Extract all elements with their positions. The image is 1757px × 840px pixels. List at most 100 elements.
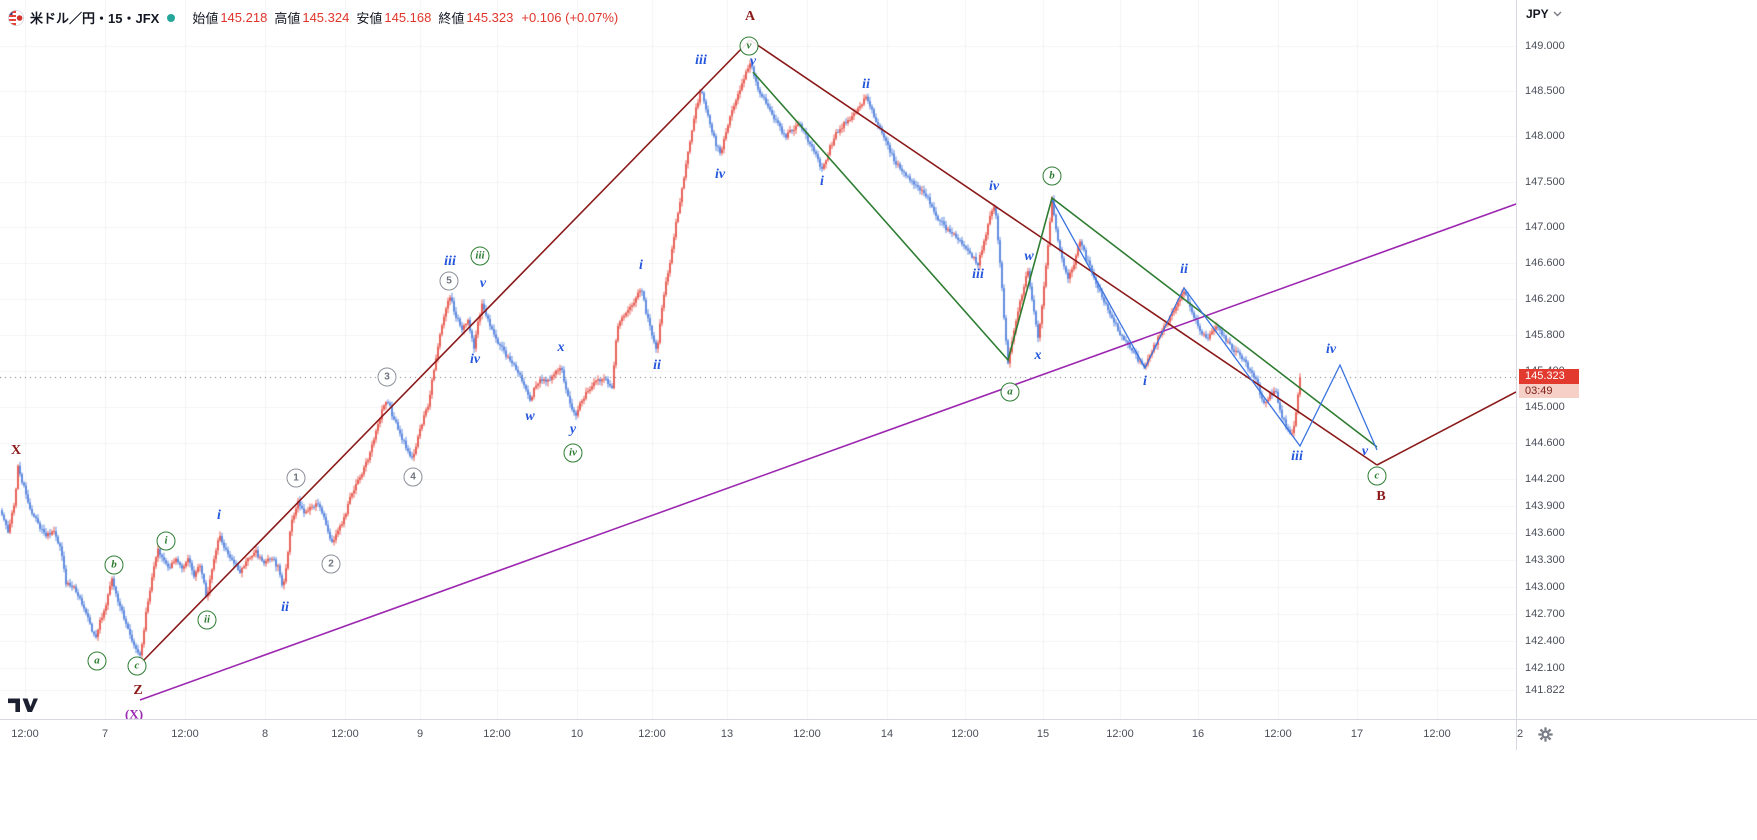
wave-label-blue[interactable]: i — [1143, 374, 1147, 389]
wave-label-gray-circle[interactable]: 4 — [403, 467, 423, 487]
high-label: 高値 — [274, 11, 301, 26]
time-tick-label: 12:00 — [951, 728, 979, 740]
price-tick-label: 142.700 — [1525, 608, 1565, 620]
wave-label-blue[interactable]: iv — [469, 352, 481, 367]
time-tick-label: 12:00 — [1423, 728, 1451, 740]
wave-label-green-circle[interactable]: i — [156, 531, 176, 551]
wave-label-green-circle[interactable]: b — [1042, 166, 1062, 186]
currency-label: JPY — [1526, 7, 1549, 21]
time-tick-label: 12:00 — [331, 728, 359, 740]
wave-label-blue[interactable]: iv — [1325, 342, 1337, 357]
wave-label-blue[interactable]: i — [217, 508, 221, 523]
wave-label-blue[interactable]: ii — [653, 358, 661, 373]
time-tick-label: 14 — [880, 728, 894, 740]
wave-label-blue[interactable]: iv — [714, 167, 726, 182]
time-tick-label: 15 — [1036, 728, 1050, 740]
wave-label-blue[interactable]: i — [639, 258, 643, 273]
price-tick-label: 147.000 — [1525, 221, 1565, 233]
wave-label-red[interactable]: X — [10, 443, 22, 458]
open-value: 145.218 — [220, 10, 268, 25]
symbol-title[interactable]: 米ドル／円・15・JFX — [30, 11, 160, 26]
symbol-logo-icon — [8, 9, 24, 26]
time-axis-settings-gear-icon[interactable] — [1538, 727, 1553, 747]
wave-label-blue[interactable]: y — [569, 422, 577, 437]
wave-label-blue[interactable]: ii — [1180, 262, 1188, 277]
time-tick-label: 12:00 — [483, 728, 511, 740]
low-label: 安値 — [356, 11, 383, 26]
last-price-value: 145.323 — [1525, 370, 1565, 382]
wave-label-blue[interactable]: v — [1361, 444, 1369, 459]
time-axis[interactable]: 12:00 7 12:00 8 12:00 9 12:00 10 12:00 13 12:00 14 1… — [0, 719, 1757, 750]
wave-label-blue[interactable]: v — [749, 54, 757, 69]
price-tick-label: 145.800 — [1525, 329, 1565, 341]
bar-countdown-value: 03:49 — [1525, 385, 1553, 397]
time-tick-label: 10 — [570, 728, 584, 740]
chart-pane[interactable]: X Z A B (X) a b c i ii iii iv v a b c 1 2 3 4 5 i ii iii iv v w x y i… — [0, 0, 1516, 719]
wave-label-gray-circle[interactable]: 1 — [286, 468, 306, 488]
chart-legend: 米ドル／円・15・JFX 始値 145.218 高値 145.324 安値 14… — [8, 8, 618, 27]
axis-divider — [1516, 720, 1517, 750]
price-tick-label: 143.300 — [1525, 554, 1565, 566]
time-tick-label: 17 — [1350, 728, 1364, 740]
time-tick-label: 2 — [1516, 728, 1524, 740]
price-tick-label: 147.500 — [1525, 176, 1565, 188]
wave-label-blue[interactable]: i — [820, 174, 824, 189]
wave-label-gray-circle[interactable]: 5 — [439, 271, 459, 291]
tradingview-logo[interactable] — [8, 697, 38, 719]
wave-label-green-circle[interactable]: c — [127, 656, 147, 676]
wave-label-blue[interactable]: v — [479, 276, 487, 291]
wave-label-blue[interactable]: iii — [695, 53, 707, 68]
price-tick-label: 143.900 — [1525, 500, 1565, 512]
wave-label-blue[interactable]: w — [525, 409, 535, 424]
wave-label-blue[interactable]: x — [557, 340, 565, 355]
wave-label-gray-circle[interactable]: 3 — [377, 367, 397, 387]
wave-label-red[interactable]: A — [744, 9, 756, 24]
price-tick-label: 148.000 — [1525, 130, 1565, 142]
wave-label-green-circle[interactable]: iv — [563, 443, 583, 463]
wave-label-green-circle[interactable]: b — [104, 555, 124, 575]
wave-label-green-circle[interactable]: a — [87, 651, 107, 671]
wave-label-red[interactable]: Z — [133, 683, 143, 698]
chevron-down-icon — [1553, 11, 1562, 17]
wave-label-purple[interactable]: (X) — [124, 706, 144, 720]
wave-label-green-circle[interactable]: v — [739, 36, 759, 56]
wave-label-green-circle[interactable]: c — [1367, 466, 1387, 486]
wave-label-green-circle[interactable]: ii — [197, 610, 217, 630]
price-tick-label: 145.000 — [1525, 401, 1565, 413]
time-tick-label: 12:00 — [793, 728, 821, 740]
high-value: 145.324 — [302, 10, 350, 25]
price-tick-label: 144.200 — [1525, 473, 1565, 485]
wave-label-green-circle[interactable]: iii — [470, 246, 490, 266]
wave-label-red[interactable]: B — [1376, 489, 1386, 504]
bar-countdown-badge: 03:49 — [1519, 384, 1579, 398]
wave-label-blue[interactable]: ii — [862, 77, 870, 92]
time-tick-label: 12:00 — [171, 728, 199, 740]
wave-label-blue[interactable]: iii — [444, 254, 456, 269]
wave-label-green-circle[interactable]: a — [1000, 382, 1020, 402]
price-tick-label: 142.400 — [1525, 635, 1565, 647]
wave-label-blue[interactable]: iii — [1291, 449, 1303, 464]
price-tick-label: 146.600 — [1525, 257, 1565, 269]
price-tick-label: 149.000 — [1525, 40, 1565, 52]
price-axis-currency-button[interactable]: JPY — [1526, 7, 1562, 21]
price-axis[interactable]: JPY 145.323 03:49 149.000 148.500 148.000 1… — [1516, 0, 1757, 719]
time-tick-label: 12:00 — [1264, 728, 1292, 740]
wave-label-blue[interactable]: iv — [988, 179, 1000, 194]
wave-label-blue[interactable]: w — [1024, 249, 1034, 264]
low-value: 145.168 — [384, 10, 432, 25]
time-tick-label: 16 — [1191, 728, 1205, 740]
time-tick-label: 8 — [261, 728, 269, 740]
change-value: +0.106 (+0.07%) — [521, 10, 619, 25]
wave-label-blue[interactable]: ii — [281, 600, 289, 615]
price-tick-label: 141.822 — [1525, 684, 1565, 696]
wave-label-blue[interactable]: iii — [972, 267, 984, 282]
price-tick-label: 142.100 — [1525, 662, 1565, 674]
wave-label-blue[interactable]: x — [1034, 348, 1042, 363]
price-tick-label: 143.600 — [1525, 527, 1565, 539]
price-tick-label: 146.200 — [1525, 293, 1565, 305]
last-price-badge: 145.323 — [1519, 369, 1579, 384]
time-tick-label: 12:00 — [11, 728, 39, 740]
wave-label-gray-circle[interactable]: 2 — [321, 554, 341, 574]
time-tick-label: 12:00 — [1106, 728, 1134, 740]
